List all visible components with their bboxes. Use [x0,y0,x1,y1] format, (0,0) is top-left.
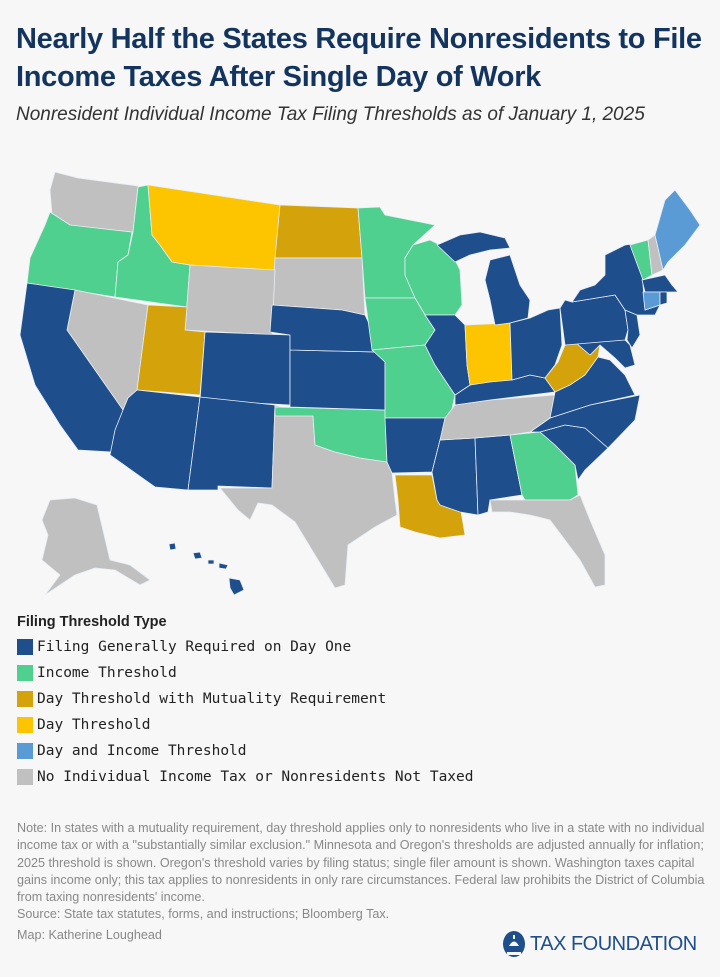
legend: Filing Threshold Type Filing Generally R… [17,610,474,790]
state-il [424,314,471,396]
tax-foundation-logo: TAX FOUNDATION [502,930,697,958]
state-shape [559,294,629,346]
logo-text: TAX FOUNDATION [530,932,697,955]
state-shape [654,189,701,271]
state-in [464,322,513,386]
state-hi [168,542,245,596]
state-shape [484,254,531,326]
legend-item-day: Day Threshold [17,712,474,738]
legend-swatch [17,665,33,681]
state-shape [274,204,363,259]
legend-swatch [17,743,33,759]
state-shape [184,264,276,336]
state-shape [659,291,668,306]
state-shape [218,562,229,570]
state-fl [489,494,606,588]
legend-label: Filing Generally Required on Day One [37,639,352,655]
state-ks [289,349,386,411]
legend-label: Day and Income Threshold [37,743,247,759]
legend-item-day-mutuality: Day Threshold with Mutuality Requirement [17,686,474,712]
state-shape [289,349,386,411]
state-ms [431,437,479,516]
state-shape [574,339,636,369]
state-md [574,339,636,369]
state-co [199,331,291,406]
legend-item-day-income: Day and Income Threshold [17,738,474,764]
state-shape [509,307,563,381]
legend-label: No Individual Income Tax or Nonresidents… [37,769,474,785]
legend-title: Filing Threshold Type [17,614,167,630]
state-shape [464,322,513,386]
capitol-dome-icon [503,931,525,957]
page-title: Nearly Half the States Require Nonreside… [16,23,702,93]
state-shape [436,231,511,263]
legend-item-none: No Individual Income Tax or Nonresidents… [17,764,474,790]
state-va [549,356,636,419]
map-credit: Map: Katherine Loughead [17,928,162,942]
legend-swatch [17,769,33,785]
state-shape [549,356,636,419]
page-subtitle: Nonresident Individual Income Tax Filing… [16,104,645,125]
state-shape [228,577,245,596]
note-text: Note: In states with a mutuality require… [17,821,705,905]
state-oh [509,307,563,381]
footnote: Note: In states with a mutuality require… [17,820,707,924]
state-shape [41,497,151,596]
legend-label: Income Threshold [37,665,177,681]
legend-label: Day Threshold with Mutuality Requirement [37,691,387,707]
state-shape [431,437,479,516]
state-shape [192,551,203,560]
state-pa [559,294,629,346]
legend-item-day-one: Filing Generally Required on Day One [17,634,474,660]
state-wy [184,264,276,336]
state-me [654,189,701,271]
legend-swatch [17,717,33,733]
source-text: Source: State tax statutes, forms, and i… [17,907,390,922]
state-shape [168,542,177,551]
state-shape [199,331,291,406]
legend-item-income: Income Threshold [17,660,474,686]
state-shape [207,559,215,565]
state-nm [187,396,276,491]
legend-label: Day Threshold [37,717,151,733]
state-ri [659,291,668,306]
legend-swatch [17,691,33,707]
state-shape [489,494,606,588]
state-shape [187,396,276,491]
legend-swatch [17,639,33,655]
state-ak [41,497,151,596]
state-shape [424,314,471,396]
state-nd [274,204,363,259]
